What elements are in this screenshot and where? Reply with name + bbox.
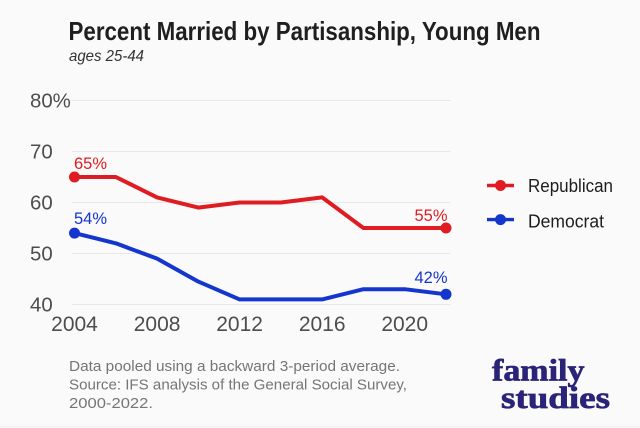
svg-text:70: 70: [30, 142, 53, 164]
svg-text:54%: 54%: [74, 210, 107, 228]
svg-text:studies: studies: [501, 380, 610, 415]
svg-text:2004: 2004: [51, 313, 98, 336]
svg-text:Source: IFS analysis of the Ge: Source: IFS analysis of the General Soci…: [69, 378, 407, 394]
svg-text:2008: 2008: [134, 313, 181, 336]
svg-text:2012: 2012: [216, 313, 263, 336]
svg-text:50: 50: [30, 244, 53, 266]
svg-text:2020: 2020: [381, 313, 428, 336]
svg-text:80%: 80%: [30, 91, 71, 113]
svg-text:60: 60: [30, 193, 53, 215]
svg-text:Percent Married by Partisanshi: Percent Married by Partisanship, Young M…: [69, 16, 541, 46]
svg-text:ages 25-44: ages 25-44: [69, 48, 144, 65]
svg-text:Democrat: Democrat: [528, 211, 604, 231]
svg-text:2016: 2016: [299, 313, 346, 336]
svg-text:42%: 42%: [414, 269, 447, 287]
svg-text:family: family: [492, 353, 585, 388]
svg-text:Data pooled using a backward 3: Data pooled using a backward 3-period av…: [69, 359, 400, 375]
svg-text:65%: 65%: [74, 155, 107, 173]
svg-text:2000-2022.: 2000-2022.: [69, 396, 153, 412]
svg-text:55%: 55%: [414, 207, 447, 225]
svg-text:40: 40: [30, 295, 53, 317]
svg-text:Republican: Republican: [528, 176, 613, 196]
